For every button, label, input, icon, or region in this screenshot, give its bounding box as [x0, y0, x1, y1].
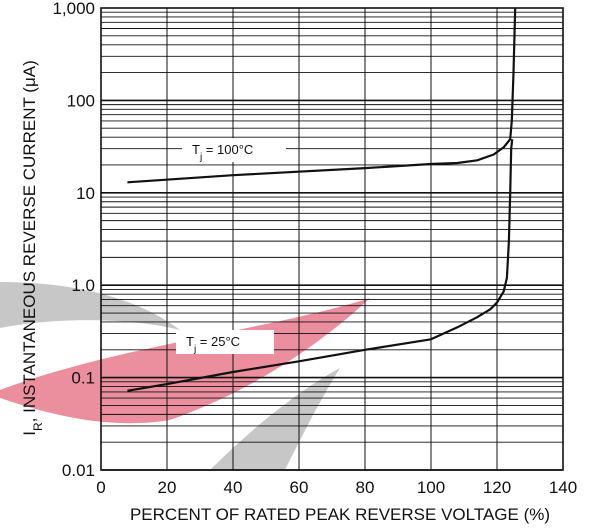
y-tick-label: 1,000 [52, 0, 95, 18]
series-lines [127, 7, 517, 392]
plot-frame [100, 7, 564, 471]
series-label-background [182, 138, 286, 162]
watermark-gray-swoosh-bottom [210, 368, 340, 470]
series-label-2: Tj = 25°C [186, 334, 240, 355]
x-tick-label: 80 [356, 478, 375, 497]
y-axis-title: IR, INSTANTANEOUS REVERSE CURRENT (μA) [20, 60, 45, 436]
y-tick-label: 0.1 [71, 369, 95, 388]
watermark-logo [0, 282, 370, 470]
watermark-red-swoosh [0, 298, 370, 424]
x-tick-label: 40 [224, 478, 243, 497]
x-tick-label: 60 [290, 478, 309, 497]
y-tick-label: 10 [76, 184, 95, 203]
x-tick-label: 100 [417, 478, 445, 497]
series-line-1 [127, 7, 517, 184]
y-tick-label: 0.01 [62, 461, 95, 480]
y-axis-title-separator: , [20, 413, 39, 422]
y-tick-label: 100 [67, 91, 95, 110]
y-tick-label: 1.0 [71, 276, 95, 295]
x-tick-label: 20 [158, 478, 177, 497]
x-tick-label: 0 [96, 478, 105, 497]
x-tick-label: 120 [483, 478, 511, 497]
y-axis-title-main: INSTANTANEOUS REVERSE CURRENT (μA) [20, 60, 39, 413]
x-axis-title: PERCENT OF RATED PEAK REVERSE VOLTAGE (%… [130, 505, 550, 524]
x-tick-labels: 0 20 40 60 80 100 120 140 [96, 478, 577, 497]
y-axis-title-subscript: R [31, 422, 45, 431]
watermark-gray-swoosh-left [0, 282, 180, 330]
series-label-background [176, 330, 274, 354]
series-labels: Tj = 100°C Tj = 25°C [176, 138, 286, 355]
plot-border [100, 7, 564, 471]
y-axis-title-prefix: I [20, 431, 39, 436]
series-line-2 [127, 139, 514, 392]
series-label-1: Tj = 100°C [192, 142, 253, 163]
x-tick-label: 140 [549, 478, 577, 497]
y-tick-labels: 0.01 0.1 1.0 10 100 1,000 [52, 0, 95, 480]
